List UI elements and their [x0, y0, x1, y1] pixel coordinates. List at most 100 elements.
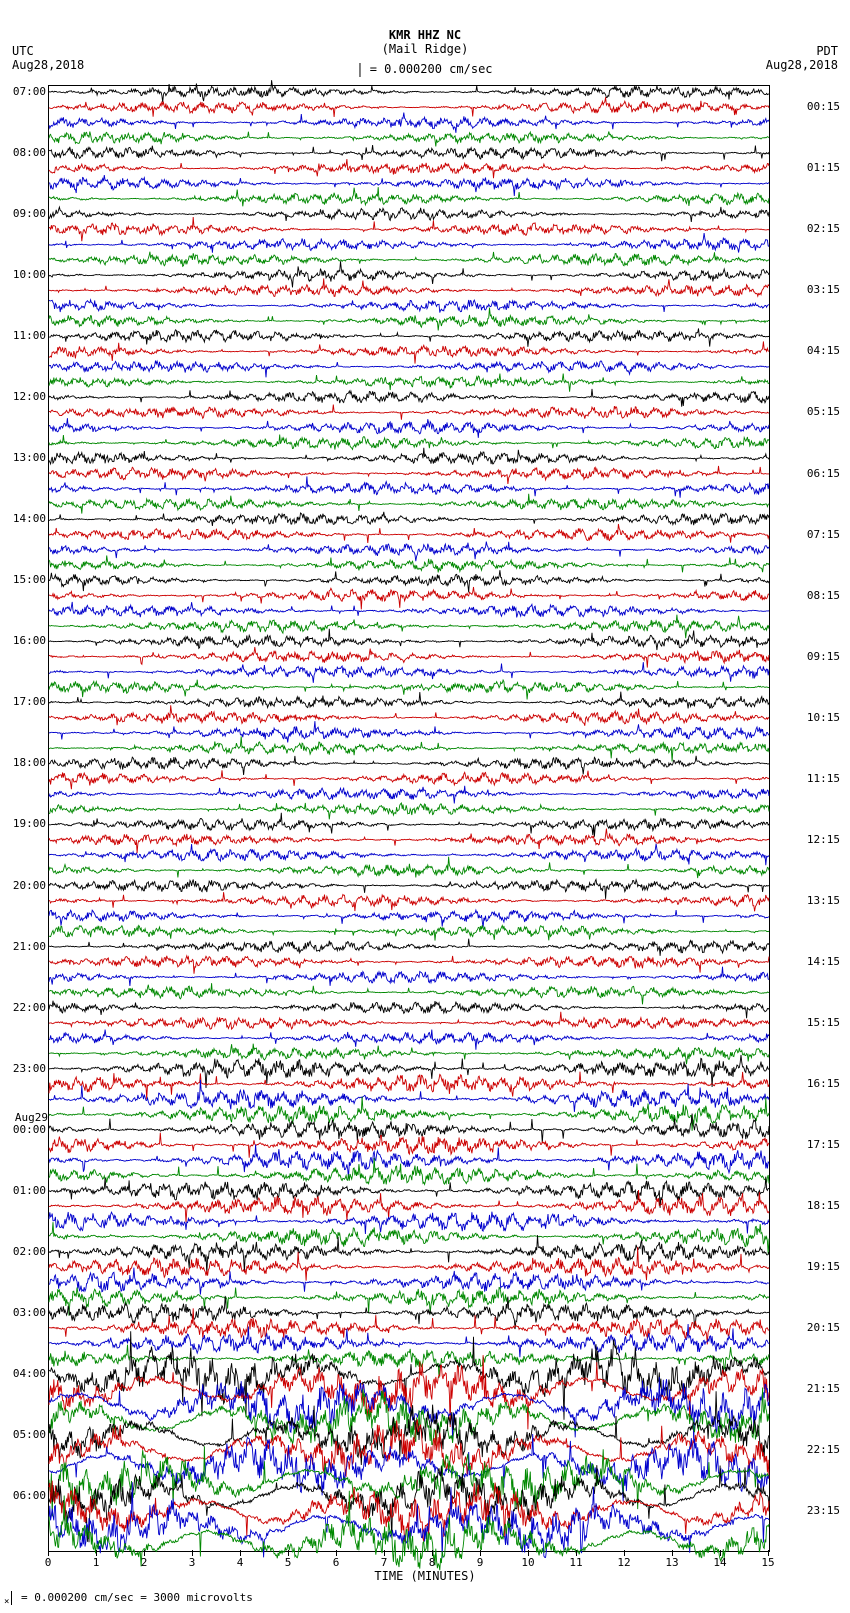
right-date: Aug28,2018 — [766, 58, 838, 72]
trace-line — [49, 418, 769, 438]
trace-line — [49, 556, 769, 573]
trace-line — [49, 736, 769, 761]
utc-hour-label: 13:00 — [12, 451, 46, 464]
trace-line — [49, 1001, 769, 1019]
trace-line — [49, 512, 769, 526]
trace-line — [49, 756, 769, 775]
pdt-hour-label: 16:15 — [807, 1077, 840, 1090]
xtick-label: 5 — [285, 1556, 292, 1569]
trace-line — [49, 361, 769, 378]
scale-text: = 0.000200 cm/sec — [362, 62, 492, 76]
trace-line — [49, 1133, 769, 1158]
trace-line — [49, 1177, 769, 1208]
utc-hour-label: 03:00 — [12, 1306, 46, 1319]
utc-hour-label: 11:00 — [12, 329, 46, 342]
pdt-hour-label: 10:15 — [807, 711, 840, 724]
trace-line — [49, 132, 769, 147]
scale-bar-icon — [359, 63, 360, 77]
utc-hour-label: 21:00 — [12, 940, 46, 953]
xtick-label: 13 — [665, 1556, 678, 1569]
station-name: (Mail Ridge) — [382, 42, 469, 56]
pdt-hour-label: 17:15 — [807, 1138, 840, 1151]
trace-line — [49, 770, 769, 789]
pdt-hour-label: 13:15 — [807, 894, 840, 907]
utc-hour-label: 20:00 — [12, 879, 46, 892]
utc-hour-label: 10:00 — [12, 268, 46, 281]
trace-line — [49, 680, 769, 700]
pdt-hour-label: 04:15 — [807, 344, 840, 357]
trace-line — [49, 113, 769, 133]
utc-hour-label: 06:00 — [12, 1489, 46, 1502]
trace-line — [49, 925, 769, 940]
utc-hour-label: 08:00 — [12, 146, 46, 159]
utc-hour-label: 14:00 — [12, 512, 46, 525]
trace-line — [49, 803, 769, 819]
left-timezone: UTC — [12, 44, 34, 58]
trace-line — [49, 466, 769, 484]
trace-line — [49, 1212, 769, 1234]
right-timezone: PDT — [816, 44, 838, 58]
scale-bar-icon — [11, 1591, 12, 1605]
pdt-hour-label: 19:15 — [807, 1260, 840, 1273]
trace-line — [49, 405, 769, 420]
utc-hour-label: 02:00 — [12, 1245, 46, 1258]
xtick-label: 0 — [45, 1556, 52, 1569]
xtick-label: 3 — [189, 1556, 196, 1569]
trace-line — [49, 829, 769, 854]
xaxis-title: TIME (MINUTES) — [374, 1569, 475, 1583]
pdt-hour-label: 15:15 — [807, 1016, 840, 1029]
trace-line — [49, 328, 769, 346]
trace-line — [49, 435, 769, 450]
trace-line — [49, 1012, 769, 1029]
trace-line — [49, 97, 769, 117]
trace-line — [49, 159, 769, 178]
trace-line — [49, 494, 769, 514]
trace-line — [49, 967, 769, 986]
trace-line — [49, 629, 769, 650]
xtick-label: 1 — [93, 1556, 100, 1569]
pdt-hour-label: 09:15 — [807, 650, 840, 663]
pdt-hour-label: 06:15 — [807, 467, 840, 480]
trace-line — [49, 261, 769, 287]
pdt-hour-label: 18:15 — [807, 1199, 840, 1212]
utc-hour-label: 18:00 — [12, 756, 46, 769]
xtick-label: 15 — [761, 1556, 774, 1569]
xtick-label: 4 — [237, 1556, 244, 1569]
utc-hour-label: 16:00 — [12, 634, 46, 647]
trace-line — [49, 542, 769, 562]
pdt-hour-label: 12:15 — [807, 833, 840, 846]
trace-line — [49, 587, 769, 609]
trace-line — [49, 80, 769, 102]
pdt-hour-label: 20:15 — [807, 1321, 840, 1334]
scale-indicator: = 0.000200 cm/sec — [357, 62, 492, 77]
trace-line — [49, 233, 769, 253]
trace-line — [49, 939, 769, 956]
trace-line — [49, 207, 769, 222]
trace-line — [49, 175, 769, 196]
pdt-hour-label: 23:15 — [807, 1504, 840, 1517]
trace-line — [49, 252, 769, 267]
pdt-hour-label: 05:15 — [807, 405, 840, 418]
trace-line — [49, 570, 769, 592]
xtick-label: 2 — [141, 1556, 148, 1569]
trace-line — [49, 187, 769, 206]
trace-line — [49, 1190, 769, 1222]
trace-line — [49, 1235, 769, 1274]
xtick-label: 9 — [477, 1556, 484, 1569]
utc-hour-label: 07:00 — [12, 85, 46, 98]
trace-line — [49, 145, 769, 161]
trace-line — [49, 786, 769, 804]
utc-hour-label: 15:00 — [12, 573, 46, 586]
pdt-hour-label: 11:15 — [807, 772, 840, 785]
utc-hour-label: 23:00 — [12, 1062, 46, 1075]
trace-line — [49, 374, 769, 392]
trace-line — [49, 217, 769, 241]
trace-line — [49, 615, 769, 639]
helicorder-container: KMR HHZ NC (Mail Ridge) = 0.000200 cm/se… — [0, 0, 850, 1613]
xtick-label: 6 — [333, 1556, 340, 1569]
utc-hour-label: 04:00 — [12, 1367, 46, 1380]
trace-line — [49, 389, 769, 407]
trace-line — [49, 647, 769, 668]
pdt-hour-label: 01:15 — [807, 161, 840, 174]
utc-hour-label: 01:00 — [12, 1184, 46, 1197]
